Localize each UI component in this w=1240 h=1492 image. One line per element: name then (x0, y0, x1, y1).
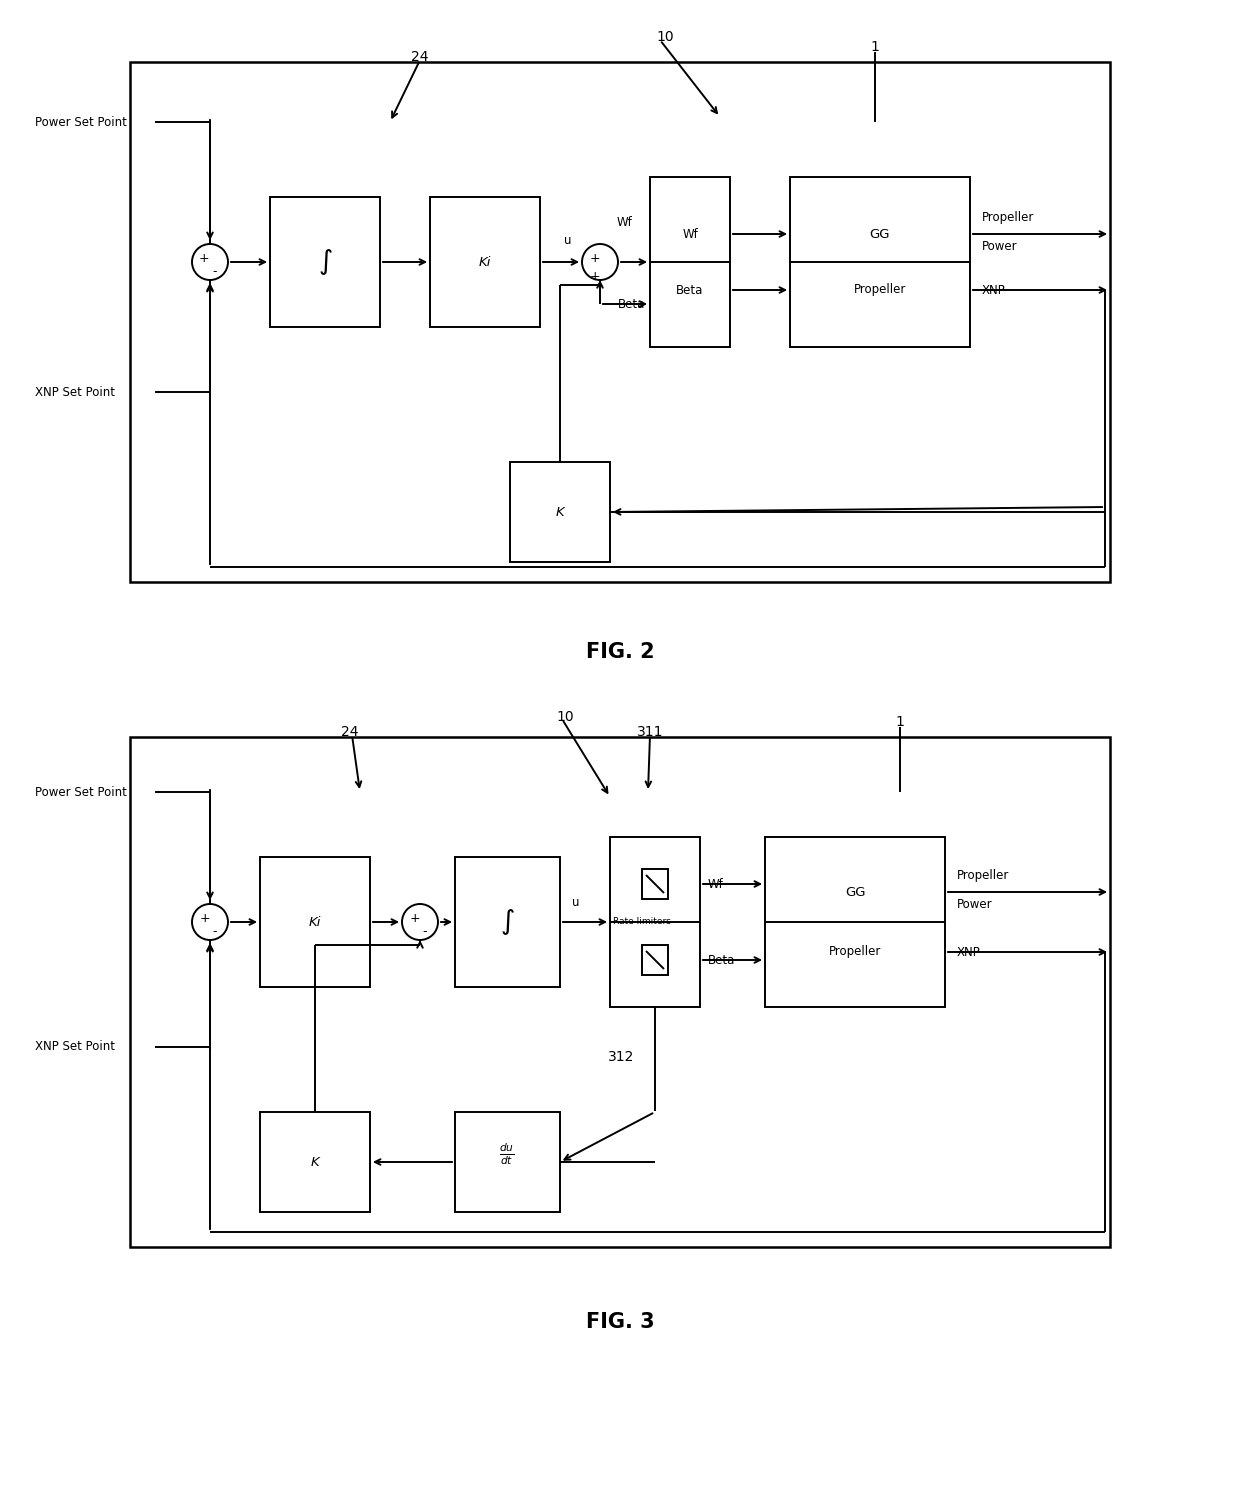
Text: XNP Set Point: XNP Set Point (35, 385, 115, 398)
Bar (642, 944, 668, 974)
Bar (650, 178, 730, 348)
Text: 10: 10 (656, 30, 673, 43)
Text: GG: GG (844, 885, 866, 898)
Text: 1: 1 (870, 40, 879, 54)
Text: GG: GG (869, 227, 890, 240)
Text: Beta: Beta (676, 283, 703, 297)
Text: Wf: Wf (708, 877, 724, 891)
Text: Power: Power (957, 898, 993, 910)
Text: Ki: Ki (309, 916, 321, 928)
Text: $\frac{du}{dt}$: $\frac{du}{dt}$ (500, 1141, 515, 1167)
Text: +: + (198, 252, 210, 266)
Circle shape (582, 245, 618, 280)
Text: Wf: Wf (616, 215, 632, 228)
Text: Beta: Beta (708, 953, 735, 967)
Text: K: K (311, 1155, 320, 1168)
Text: +: + (200, 913, 211, 925)
Text: +: + (590, 270, 600, 282)
Bar (455, 856, 560, 988)
Text: -: - (213, 266, 217, 279)
Text: Propeller: Propeller (854, 283, 906, 297)
Bar (260, 182, 635, 571)
Text: XNP Set Point: XNP Set Point (35, 1040, 115, 1053)
Text: Power: Power (982, 240, 1018, 254)
Text: Rate limiters: Rate limiters (613, 918, 671, 927)
Text: $\int$: $\int$ (500, 907, 515, 937)
Bar (610, 837, 701, 1007)
Bar (260, 1112, 370, 1212)
Text: FIG. 3: FIG. 3 (585, 1311, 655, 1332)
Bar (765, 837, 945, 1007)
Text: XNP: XNP (982, 283, 1006, 297)
Text: u: u (572, 895, 579, 909)
Bar (510, 463, 610, 562)
Text: 10: 10 (557, 710, 574, 724)
Bar (130, 63, 1110, 582)
Bar (250, 841, 605, 1222)
Text: Propeller: Propeller (982, 210, 1034, 224)
Text: 24: 24 (412, 51, 429, 64)
Text: Beta: Beta (618, 297, 645, 310)
Text: +: + (590, 252, 600, 266)
Text: 1: 1 (895, 715, 904, 730)
Text: Power Set Point: Power Set Point (35, 115, 126, 128)
Text: Ki: Ki (479, 255, 491, 269)
Text: 312: 312 (608, 1050, 635, 1064)
Bar (430, 197, 539, 327)
Text: -: - (423, 925, 428, 938)
Text: $\int$: $\int$ (317, 248, 332, 278)
Circle shape (402, 904, 438, 940)
Text: Power Set Point: Power Set Point (35, 785, 126, 798)
Text: +: + (409, 913, 420, 925)
Text: Propeller: Propeller (957, 868, 1009, 882)
Bar (790, 178, 970, 348)
Circle shape (192, 245, 228, 280)
Text: u: u (564, 234, 572, 246)
Bar (260, 856, 370, 988)
Text: XNP: XNP (957, 946, 981, 958)
Text: -: - (213, 925, 217, 938)
Text: K: K (556, 506, 564, 519)
Bar (270, 197, 379, 327)
Circle shape (192, 904, 228, 940)
Bar (130, 737, 1110, 1247)
Text: FIG. 2: FIG. 2 (585, 642, 655, 662)
Text: 24: 24 (341, 725, 358, 739)
Bar (642, 868, 668, 900)
Text: 311: 311 (637, 725, 663, 739)
Text: Propeller: Propeller (828, 946, 882, 958)
Text: Wf: Wf (682, 227, 698, 240)
Bar (455, 1112, 560, 1212)
